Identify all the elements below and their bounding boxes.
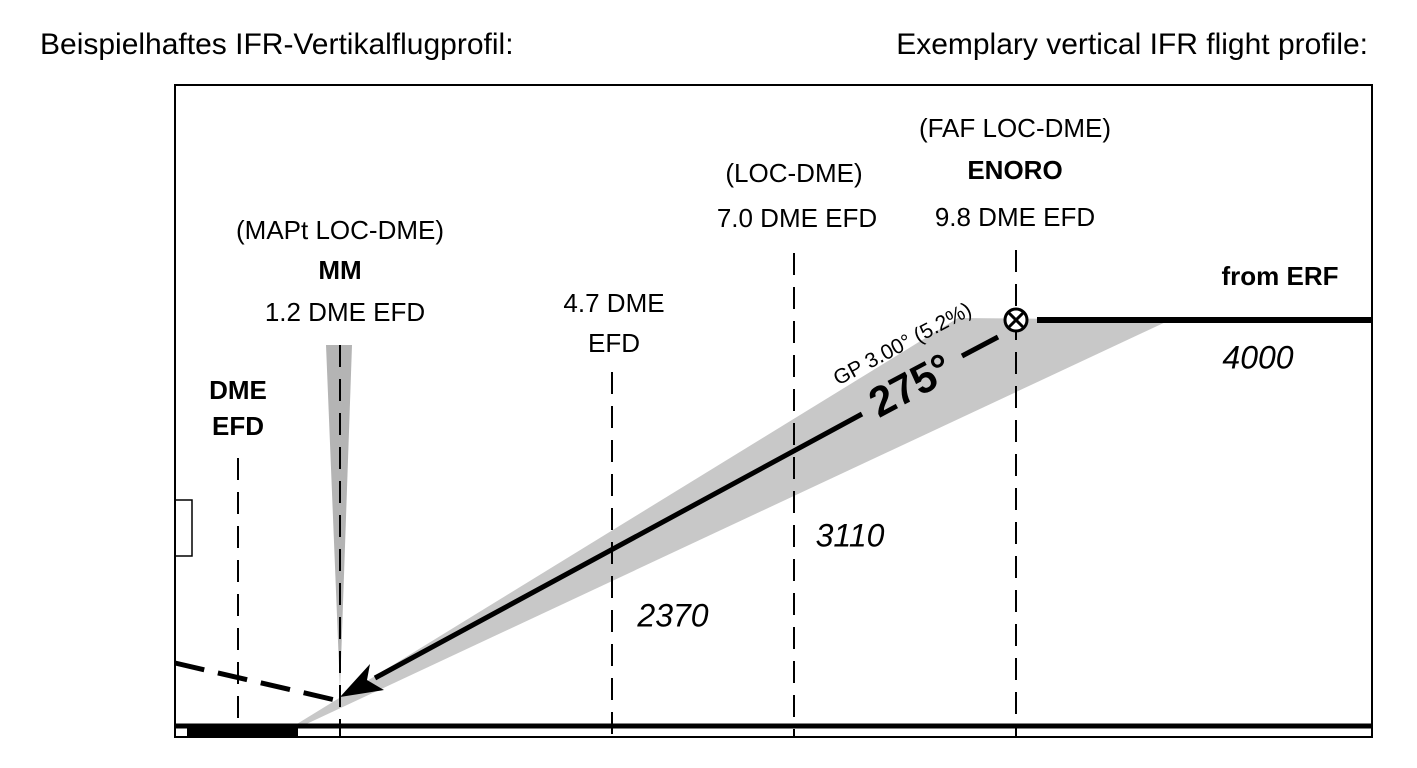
runway [187,727,298,737]
fix-label: (FAF LOC-DME) [919,113,1111,143]
fix-label: DME [209,375,267,405]
fix-label: 1.2 DME EFD [265,297,425,327]
fix-label: EFD [588,328,640,358]
altitude: 3110 [816,517,885,553]
frame [174,84,1373,738]
glide-path [373,411,864,681]
faf-symbol [1003,307,1029,333]
fix-label: EFD [212,411,264,441]
fix-label: 9.8 DME EFD [935,202,1095,232]
fix-label: 4.7 DME [563,288,664,318]
fix-label: (LOC-DME) [725,158,862,188]
missed-approach [174,660,336,703]
threshold-box [174,499,193,557]
approach-cone [292,318,1170,727]
fix-label: ENORO [967,155,1062,185]
fix-label: (MAPt LOC-DME) [236,215,444,245]
arrowhead [340,664,384,697]
header-right: Exemplary vertical IFR flight profile: [896,28,1368,61]
route-label: from ERF [1222,261,1339,291]
fix-label: MM [318,255,361,285]
header-left: Beispielhaftes IFR-Vertikalflugprofil: [40,28,514,61]
altitude: 2370 [636,597,708,633]
glide-path-dash [960,334,1000,359]
altitude: 4000 [1222,339,1293,375]
fix-label: 7.0 DME EFD [717,203,877,233]
